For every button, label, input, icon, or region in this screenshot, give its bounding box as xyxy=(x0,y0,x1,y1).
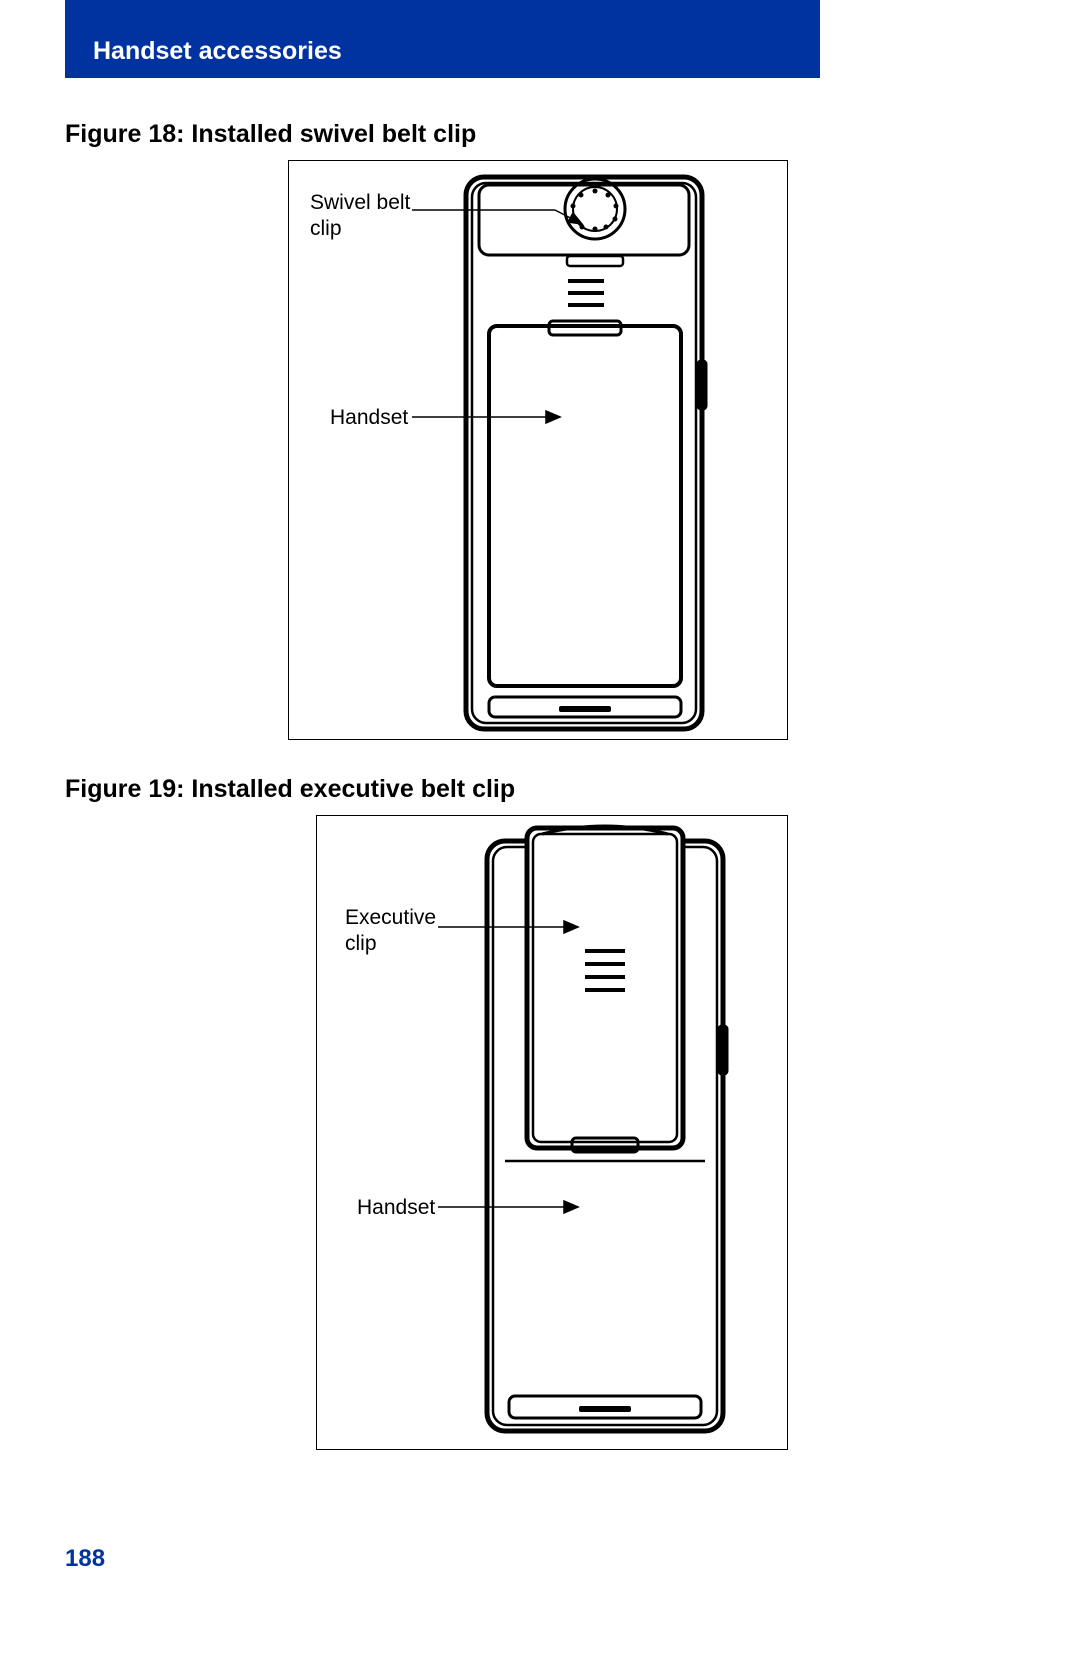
callout-handset-19-leader xyxy=(0,0,1080,1669)
page-number: 188 xyxy=(65,1545,105,1573)
